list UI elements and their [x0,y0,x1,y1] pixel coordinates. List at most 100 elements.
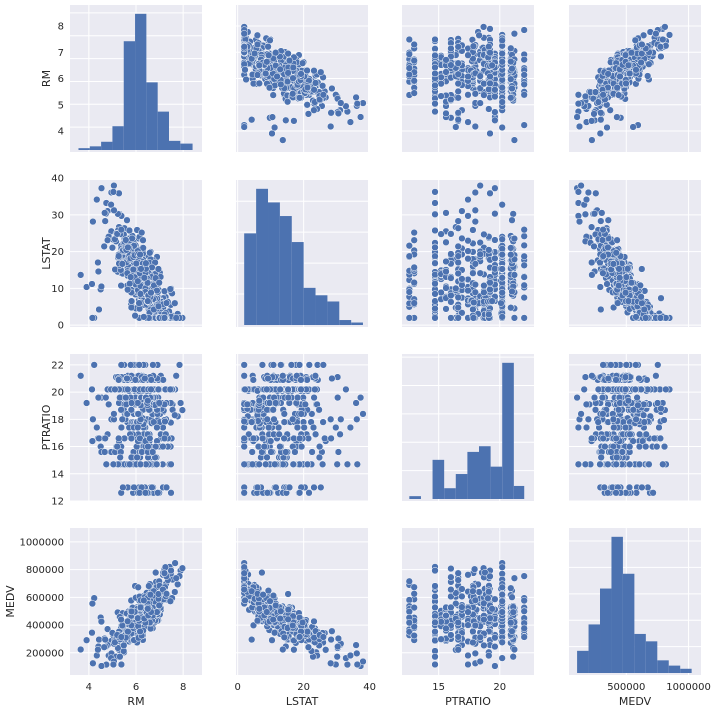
scatter-point [574,91,583,99]
scatter-point [615,265,623,273]
scatter-point [454,293,462,302]
scatter-point [632,361,640,369]
scatter-point [287,361,296,369]
scatter-point [665,31,674,39]
scatter-point [117,660,126,669]
scatter-point [301,400,309,409]
scatter-point [594,385,603,394]
scatter-point [498,250,506,259]
scatter-point [89,659,97,667]
histogram-bar [444,488,456,499]
scatter-point [454,70,462,78]
scatter-point [498,201,506,209]
scatter-point [118,415,126,423]
scatter-point [588,258,596,267]
scatter-point [97,282,106,291]
scatter-point [588,136,596,144]
scatter-point [410,236,418,244]
scatter-point [102,393,110,402]
scatter-point [282,448,290,456]
scatter-point [604,385,612,394]
scatter-point [476,181,484,190]
scatter-point [458,281,466,289]
scatter-point [140,274,148,282]
scatter-point [353,415,361,423]
scatter-point [243,400,251,409]
scatter-point [127,406,135,414]
scatter-point [507,57,515,66]
scatter-point [431,107,439,116]
scatter-point [574,100,583,108]
scatter-point [479,23,488,31]
histogram-bar [455,474,468,499]
scatter-point [248,418,256,426]
scatter-point [662,385,670,394]
scatter-point [642,430,650,438]
scatter-point [597,453,605,462]
histogram-bar [256,188,269,325]
scatter-point [442,68,450,76]
scatter-point [644,72,652,80]
scatter-point [334,109,343,118]
scatter-point [276,385,284,394]
scatter-point [93,195,101,204]
scatter-point [137,265,145,273]
scatter-point [88,314,97,322]
scatter-point [613,236,621,244]
scatter-point [242,75,250,84]
scatter-point [624,265,632,273]
scatter-point [101,434,109,443]
scatter-point [240,43,248,51]
scatter-point [454,252,462,260]
scatter-point [454,59,462,67]
scatter-point [656,434,665,443]
scatter-point [498,274,506,282]
scatter-point [660,442,669,451]
scatter-point [131,376,139,384]
scatter-point [590,210,599,218]
scatter-point [615,91,623,99]
scatter-point [582,423,591,432]
scatter-point [471,122,479,131]
scatter-point [621,373,630,381]
scatter-point [97,184,106,192]
scatter-point [476,99,484,107]
scatter-point [575,122,584,131]
scatter-point [645,60,653,68]
scatter-point [437,80,445,88]
scatter-point [507,44,515,52]
scatter-point [117,423,126,432]
scatter-point [612,249,620,257]
scatter-point [591,88,600,96]
scatter-point [117,361,125,369]
histogram-bar [351,322,363,325]
scatter-point [249,434,258,443]
scatter-point [124,385,132,394]
scatter-point [592,189,600,197]
scatter-point [632,415,640,423]
scatter-point [581,373,590,381]
scatter-point [485,85,493,93]
scatter-point [123,216,131,224]
scatter-point [318,460,327,468]
scatter-point [643,376,651,384]
scatter-point [136,290,145,298]
histogram-bar [244,233,257,325]
scatter-point [447,291,455,300]
scatter-point [161,417,169,426]
scatter-point [337,99,345,107]
scatter-point [315,406,323,414]
scatter-point [253,31,262,39]
scatter-point [452,284,460,293]
scatter-point [632,66,640,74]
scatter-point [317,483,325,492]
scatter-point [577,181,585,190]
scatter-point [661,23,669,31]
scatter-point [498,58,506,66]
scatter-point [431,69,439,78]
scatter-point [410,89,418,97]
scatter-point [614,299,622,307]
scatter-point [240,434,248,443]
scatter-point [258,434,267,443]
scatter-point [442,267,450,276]
